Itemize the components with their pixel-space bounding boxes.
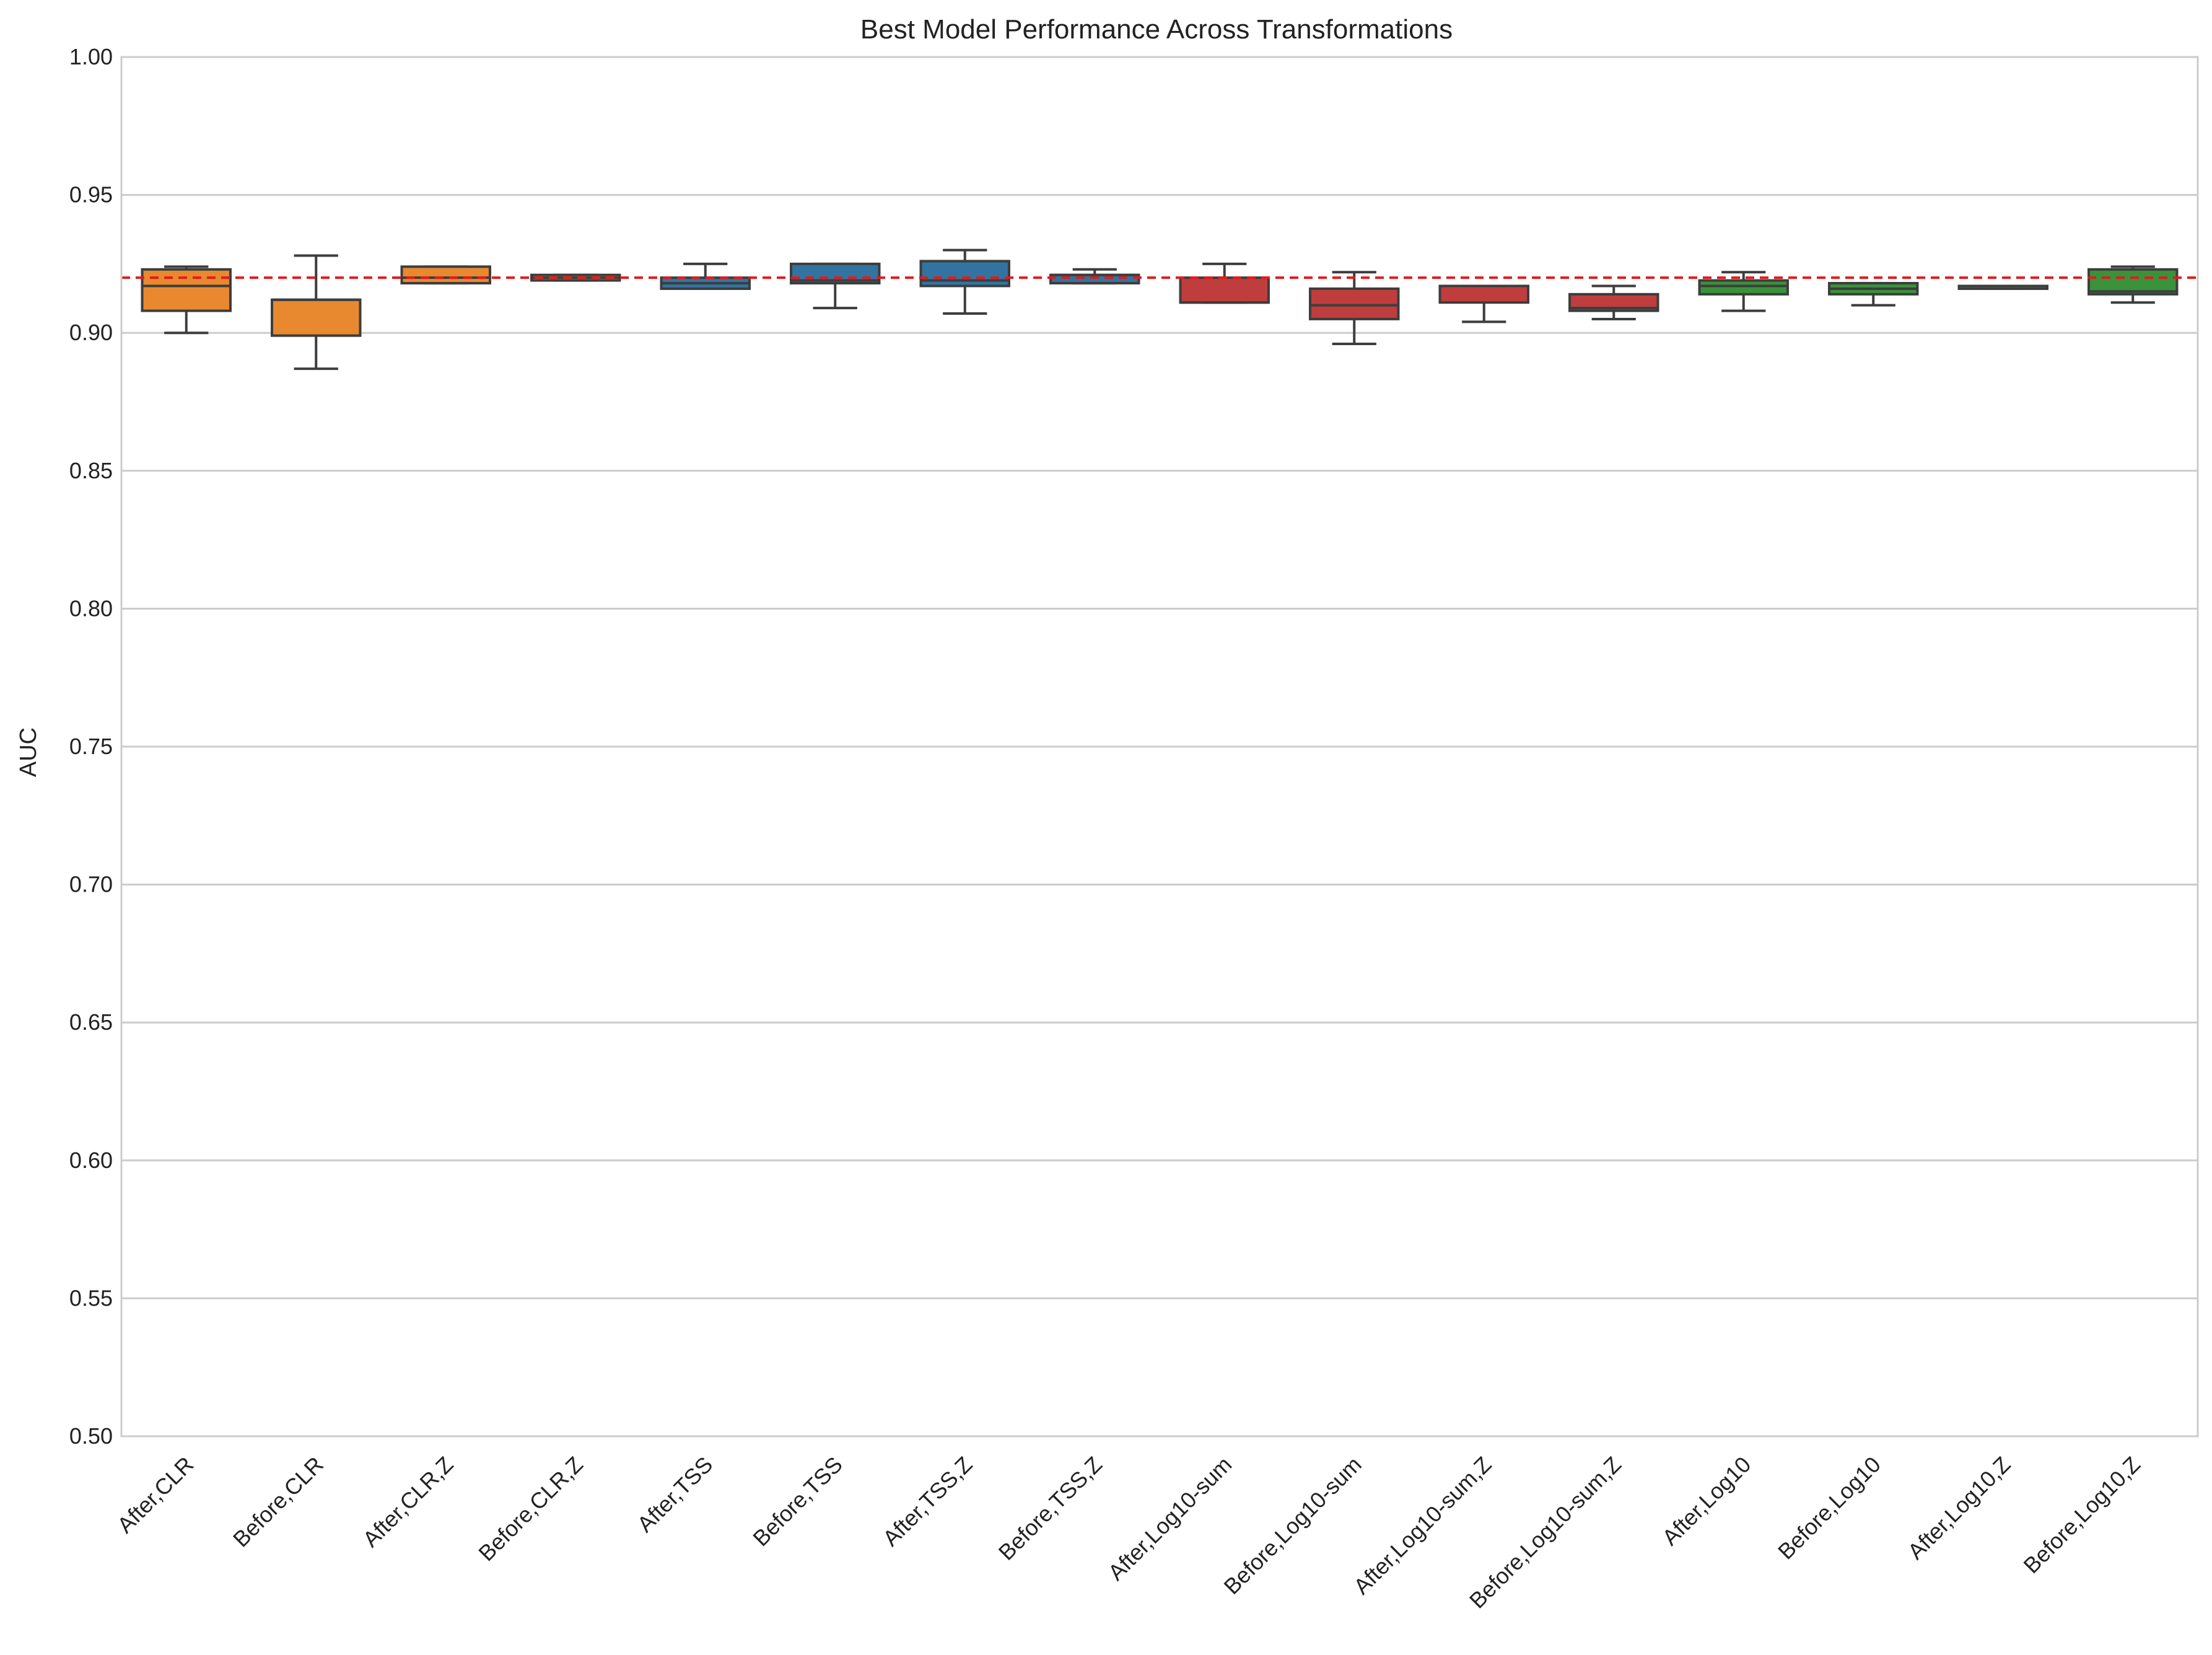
x-tick-label: After,Log10-sum bbox=[1103, 1452, 1237, 1586]
y-tick-label: 1.00 bbox=[69, 44, 113, 69]
x-tick-label: After,TSS,Z bbox=[878, 1452, 977, 1552]
y-tick-label: 0.65 bbox=[69, 1009, 113, 1035]
x-tick-label: After,Log10,Z bbox=[1903, 1452, 2016, 1565]
box-5 bbox=[660, 262, 751, 290]
x-tick-label: After,CLR bbox=[112, 1452, 198, 1538]
x-tick-label: After,CLR,Z bbox=[357, 1452, 458, 1552]
box-1 bbox=[141, 265, 232, 335]
chart-title: Best Model Performance Across Transforma… bbox=[860, 14, 1453, 45]
x-tick-label: Before,Log10,Z bbox=[2018, 1452, 2144, 1578]
box-body bbox=[1309, 287, 1400, 320]
y-tick-label: 0.85 bbox=[69, 458, 113, 483]
box-14 bbox=[1828, 282, 1919, 307]
box-10 bbox=[1309, 271, 1400, 346]
y-tick-label: 0.50 bbox=[69, 1423, 113, 1449]
box-body bbox=[1179, 276, 1270, 304]
box-body bbox=[141, 268, 232, 312]
y-tick-label: 0.60 bbox=[69, 1148, 113, 1173]
box-body bbox=[400, 265, 491, 285]
box-plots bbox=[141, 248, 2179, 371]
x-tick-label: After,Log10-sum,Z bbox=[1349, 1452, 1496, 1599]
y-tick-labels: 0.50 0.55 0.60 0.65 0.70 0.75 0.80 0.85 0.90 0.95… bbox=[69, 44, 113, 1449]
box-8 bbox=[1049, 268, 1140, 285]
box-body bbox=[919, 260, 1010, 288]
x-tick-label: After,Log10 bbox=[1657, 1452, 1755, 1550]
y-tick-label: 0.90 bbox=[69, 320, 113, 345]
box-6 bbox=[790, 262, 881, 310]
x-tick-label: Before,TSS bbox=[748, 1452, 847, 1552]
box-11 bbox=[1438, 284, 1529, 323]
box-7 bbox=[919, 248, 1010, 315]
box-body bbox=[1698, 279, 1789, 296]
box-body bbox=[1438, 284, 1529, 304]
box-16 bbox=[2087, 265, 2179, 304]
x-tick-label: After,TSS bbox=[632, 1452, 717, 1537]
x-tick-label: Before,CLR,Z bbox=[473, 1452, 588, 1566]
y-tick-label: 0.55 bbox=[69, 1285, 113, 1310]
box-body bbox=[1049, 273, 1140, 285]
x-tick-label: Before,Log10-sum bbox=[1218, 1452, 1366, 1599]
y-tick-label: 0.75 bbox=[69, 734, 113, 759]
box-12 bbox=[1568, 284, 1659, 320]
box-3 bbox=[400, 265, 491, 285]
y-tick-label: 0.95 bbox=[69, 182, 113, 208]
y-gridlines bbox=[121, 56, 2198, 1438]
plot-frame bbox=[120, 56, 2199, 1438]
y-tick-label: 0.80 bbox=[69, 595, 113, 621]
box-2 bbox=[271, 254, 362, 371]
x-tick-label: Before,TSS,Z bbox=[994, 1452, 1107, 1565]
box-9 bbox=[1179, 262, 1270, 304]
box-4 bbox=[530, 273, 621, 282]
x-tick-labels: After,CLR Before,CLR After,CLR,Z Before,CLR… bbox=[112, 1452, 2145, 1613]
y-axis-label: AUC bbox=[15, 727, 42, 777]
x-tick-label: Before,Log10 bbox=[1773, 1452, 1886, 1565]
box-body bbox=[271, 298, 362, 337]
box-13 bbox=[1698, 271, 1789, 312]
y-tick-label: 0.70 bbox=[69, 872, 113, 897]
box-15 bbox=[1957, 284, 2048, 290]
x-tick-label: Before,CLR bbox=[228, 1452, 328, 1552]
box-body bbox=[2087, 268, 2179, 296]
